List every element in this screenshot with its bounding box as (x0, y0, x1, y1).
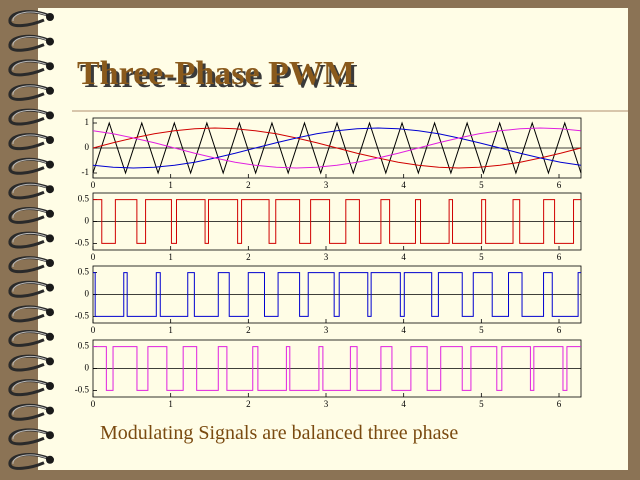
signal-line (92, 127, 581, 169)
y-tick-label: -1 (82, 167, 90, 177)
ring-hole (46, 185, 54, 194)
binding-rings (8, 10, 54, 470)
pwm-signal (93, 346, 581, 391)
ring-highlight (12, 36, 47, 46)
ring-highlight (12, 356, 47, 366)
ring-hole (46, 160, 54, 169)
ring-highlight (12, 159, 47, 169)
x-tick-label: 5 (479, 325, 484, 335)
ring-highlight (12, 306, 47, 317)
x-tick-label: 6 (557, 180, 562, 190)
x-tick-label: 2 (246, 399, 251, 409)
x-tick-label: 3 (324, 252, 329, 262)
x-tick-label: 6 (557, 325, 562, 335)
x-tick-label: 0 (91, 252, 96, 262)
y-tick-label: 1 (85, 117, 90, 127)
ring-hole (46, 259, 54, 267)
y-tick-label: 0.5 (78, 267, 90, 277)
ring-hole (46, 308, 54, 317)
x-tick-label: 1 (168, 325, 173, 335)
ring-highlight (12, 257, 47, 268)
y-tick-label: -0.5 (75, 237, 90, 247)
ring-hole (46, 234, 54, 243)
ring-hole (46, 136, 54, 144)
signal-line (92, 121, 582, 175)
pwm-signal (93, 272, 581, 317)
x-tick-label: 6 (557, 252, 562, 262)
page-sheet (38, 8, 628, 470)
x-tick-label: 4 (401, 180, 406, 190)
ring-hole (46, 209, 54, 218)
pwm-signal (93, 199, 581, 244)
x-tick-label: 1 (168, 399, 173, 409)
ring-highlight (12, 380, 47, 391)
ring-highlight (12, 60, 47, 71)
x-tick-label: 2 (246, 325, 251, 335)
y-tick-label: -0.5 (75, 310, 90, 320)
ring-highlight (12, 85, 47, 95)
ring-hole (46, 332, 54, 341)
ring-highlight (12, 429, 47, 440)
title-shadow: Three-Phase PWM (80, 58, 358, 95)
x-tick-label: 6 (557, 399, 562, 409)
y-tick-label: 0 (85, 216, 90, 226)
signal-line (92, 127, 581, 169)
y-tick-label: 0 (85, 142, 90, 152)
y-tick-label: 0 (85, 289, 90, 299)
ring-hole (46, 86, 54, 95)
signal-line (92, 127, 581, 169)
y-tick-label: 0 (85, 363, 90, 373)
y-tick-label: -0.5 (75, 384, 90, 394)
ring-highlight (12, 331, 47, 341)
ring-hole (46, 111, 54, 120)
x-tick-label: 2 (246, 252, 251, 262)
ring-hole (46, 357, 54, 366)
x-tick-label: 0 (91, 399, 96, 409)
x-tick-label: 5 (479, 399, 484, 409)
x-tick-label: 3 (324, 399, 329, 409)
panel: -0.500.50 1 2 3 4 5 6 (75, 265, 582, 335)
x-tick-label: 3 (324, 180, 329, 190)
ring-highlight (12, 454, 47, 464)
x-tick-label: 4 (401, 325, 406, 335)
y-tick-label: 0.5 (78, 341, 90, 351)
x-tick-label: 5 (479, 252, 484, 262)
x-tick-label: 4 (401, 399, 406, 409)
ring-hole (46, 382, 54, 390)
ring-highlight (12, 134, 47, 145)
x-tick-label: 5 (479, 180, 484, 190)
ring-highlight (12, 405, 47, 415)
panel: -0.500.50 1 2 3 4 5 6 (75, 339, 582, 409)
ring-hole (46, 37, 54, 46)
x-tick-label: 0 (91, 325, 96, 335)
ring-highlight (12, 208, 47, 218)
title: Three-Phase PWM (77, 55, 355, 92)
ring-hole (46, 455, 54, 464)
ring-hole (46, 283, 54, 292)
x-tick-label: 4 (401, 252, 406, 262)
ring-highlight (12, 282, 47, 292)
ring-hole (46, 62, 54, 71)
ring-hole (46, 406, 54, 415)
ring-hole (46, 13, 54, 21)
y-tick-label: 0.5 (78, 194, 90, 204)
ring-highlight (12, 110, 47, 120)
panel: -0.500.50 1 2 3 4 5 6 (75, 192, 582, 262)
x-tick-label: 0 (91, 180, 96, 190)
x-tick-label: 1 (168, 180, 173, 190)
x-tick-label: 3 (324, 325, 329, 335)
ring-highlight (12, 11, 47, 22)
x-tick-label: 1 (168, 252, 173, 262)
ring-highlight (12, 183, 47, 194)
ring-highlight (12, 233, 47, 243)
x-tick-label: 2 (246, 180, 251, 190)
ring-hole (46, 431, 54, 440)
caption: Modulating Signals are balanced three ph… (100, 422, 458, 444)
